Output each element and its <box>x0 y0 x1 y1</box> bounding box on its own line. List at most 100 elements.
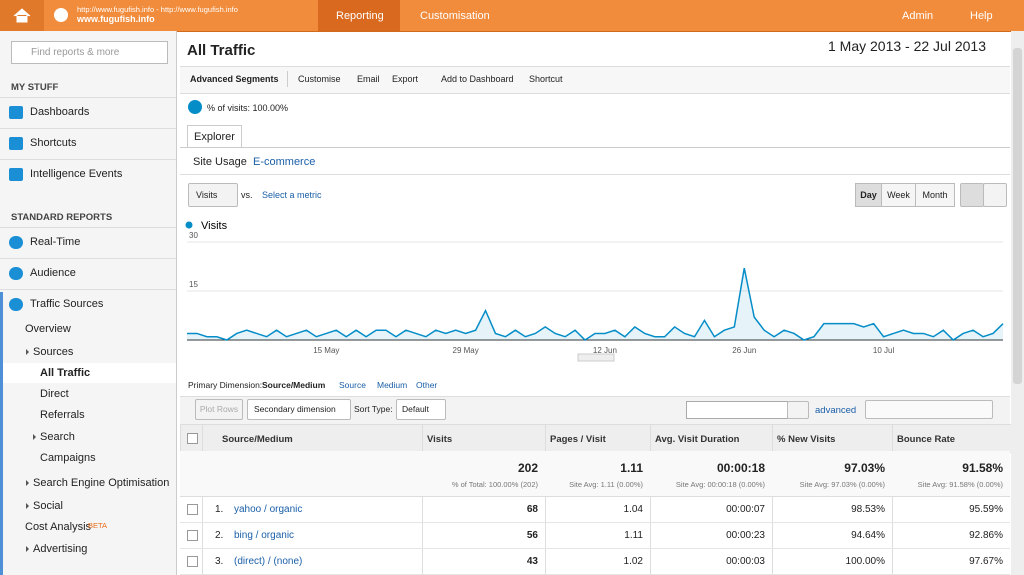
column-header[interactable]: Visits <box>427 434 453 445</box>
menu-subitem[interactable]: Referrals <box>40 409 85 421</box>
scrollbar-thumb[interactable] <box>1013 48 1022 384</box>
menu-item[interactable]: Audience <box>30 267 76 279</box>
y-tick-label: 15 <box>189 280 198 289</box>
row-value: 00:00:03 <box>726 556 765 567</box>
x-tick-label: 10 Jul <box>873 346 895 355</box>
column-divider <box>892 424 893 575</box>
site-url: http://www.fugufish.info - http://www.fu… <box>77 5 238 14</box>
menu-subitem[interactable]: Cost Analysis <box>25 521 92 533</box>
x-tick-label: 26 Jun <box>732 346 756 355</box>
top-bar <box>0 0 1024 32</box>
menu-item[interactable]: Real-Time <box>30 236 81 248</box>
toolbar-button[interactable]: Shortcut <box>529 74 563 84</box>
row-source[interactable]: (direct) / (none) <box>234 556 303 567</box>
total-value: 1.11 <box>620 461 643 475</box>
explorer-tab[interactable] <box>187 125 242 148</box>
view-buttons[interactable] <box>865 400 993 419</box>
segment-label: % of visits: 100.00% <box>207 103 289 113</box>
row-value: 1.04 <box>623 504 643 515</box>
row-value: 94.64% <box>851 530 885 541</box>
plot-rows[interactable]: Plot Rows <box>195 399 243 420</box>
column-divider <box>202 424 203 575</box>
column-header[interactable]: % New Visits <box>777 434 836 445</box>
row-checkbox[interactable] <box>187 504 198 515</box>
dimension-option[interactable]: Other <box>416 380 438 390</box>
row-value: 43 <box>526 556 538 567</box>
row-checkbox[interactable] <box>187 556 198 567</box>
dimension-option[interactable]: Source/Medium <box>262 380 326 390</box>
dimension-option[interactable]: Source <box>339 380 366 390</box>
menu-item[interactable]: Dashboards <box>30 106 90 118</box>
tab[interactable]: Reporting <box>336 10 384 22</box>
segment-icon <box>188 100 202 114</box>
search-box[interactable] <box>11 41 168 64</box>
column-header[interactable]: Bounce Rate <box>897 434 956 445</box>
menu-subitem[interactable]: Direct <box>40 388 69 400</box>
menu-subitem[interactable]: Social <box>33 500 63 512</box>
row-checkbox[interactable] <box>187 530 198 541</box>
menu-item[interactable]: Shortcuts <box>30 137 77 149</box>
subtab[interactable]: Site Usage <box>193 156 247 168</box>
sort-select[interactable]: Default <box>396 399 446 420</box>
row-value: 1.02 <box>623 556 643 567</box>
total-value: 91.58% <box>962 461 1003 475</box>
totals-row <box>180 451 1010 497</box>
secondary-dimension[interactable]: Secondary dimension <box>247 399 351 420</box>
header-checkbox[interactable] <box>187 433 198 444</box>
period-button[interactable]: Day <box>855 183 882 207</box>
menu-subitem[interactable]: Sources <box>33 346 74 358</box>
metric-select[interactable] <box>188 183 238 207</box>
menu-subitem[interactable]: Campaigns <box>40 452 96 464</box>
toolbar-button[interactable]: Customise <box>298 74 341 84</box>
menu-item[interactable]: Traffic Sources <box>30 298 104 310</box>
toolbar-button[interactable]: Add to Dashboard <box>441 74 514 84</box>
sidebar-divider <box>0 227 176 228</box>
motion-chart-button[interactable] <box>983 183 1007 207</box>
row-source[interactable]: yahoo / organic <box>234 504 303 515</box>
total-value: 97.03% <box>844 461 885 475</box>
home-icon <box>13 8 31 23</box>
line-chart-button[interactable] <box>960 183 984 207</box>
column-header[interactable]: Pages / Visit <box>550 434 606 445</box>
area <box>187 268 1003 340</box>
dimension-option[interactable]: Medium <box>377 380 408 390</box>
x-tick-label: 29 May <box>453 346 479 355</box>
row-number: 1. <box>215 504 224 515</box>
menu-subitem[interactable]: All Traffic <box>40 367 91 379</box>
sidebar-divider <box>0 128 176 129</box>
date-range[interactable]: 1 May 2013 - 22 Jul 2013 <box>828 38 986 54</box>
period-button[interactable]: Month <box>915 183 955 207</box>
toolbar-button[interactable]: Advanced Segments <box>190 74 279 84</box>
toolbar-button[interactable]: Export <box>392 74 419 84</box>
admin-link[interactable]: Admin <box>902 10 934 22</box>
menu-subitem[interactable]: Search Engine Optimisation <box>33 477 170 489</box>
row-number: 3. <box>215 556 224 567</box>
column-header[interactable]: Avg. Visit Duration <box>655 434 740 445</box>
tab[interactable]: Customisation <box>420 10 490 22</box>
reporting-tab[interactable] <box>318 0 400 31</box>
y-tick-label: 30 <box>189 231 198 240</box>
sidebar-divider <box>0 159 176 160</box>
table-search[interactable] <box>686 401 788 419</box>
x-tick-label: 12 Jun <box>593 346 617 355</box>
menu-icon <box>9 168 23 181</box>
help-link[interactable]: Help <box>970 10 993 22</box>
advanced-link[interactable]: advanced <box>815 405 857 416</box>
home-button[interactable] <box>0 0 44 31</box>
menu-item[interactable]: Intelligence Events <box>30 168 123 180</box>
page-title: All Traffic <box>187 42 256 59</box>
subtab[interactable]: E-commerce <box>253 156 316 168</box>
expand-arrow <box>26 503 32 509</box>
row-source[interactable]: bing / organic <box>234 530 295 541</box>
row-value: 00:00:23 <box>726 530 765 541</box>
toolbar-button[interactable]: Email <box>357 74 380 84</box>
column-header[interactable]: Source/Medium <box>222 434 293 445</box>
menu-subitem[interactable]: Search <box>40 431 75 443</box>
menu-subitem[interactable]: Advertising <box>33 543 88 555</box>
select-metric[interactable]: Select a metric <box>262 190 322 200</box>
search-button[interactable] <box>787 401 809 419</box>
row-value: 1.11 <box>624 530 643 541</box>
period-button[interactable]: Week <box>881 183 916 207</box>
total-value: 00:00:18 <box>716 461 765 475</box>
menu-subitem[interactable]: Overview <box>25 323 71 335</box>
